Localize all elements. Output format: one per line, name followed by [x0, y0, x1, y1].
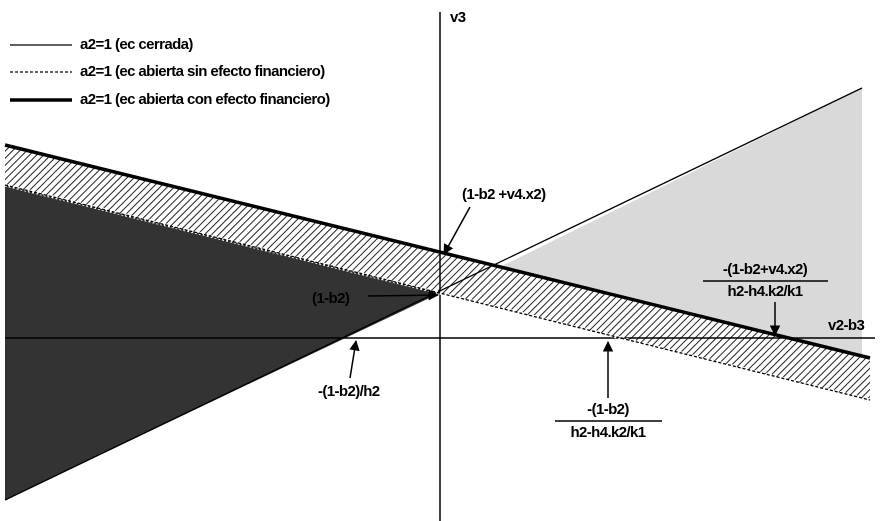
y-axis-label: v3	[450, 9, 466, 26]
annotation: h2-h4.k2/k1	[727, 283, 802, 300]
annotation: -(1-b2+v4.x2)	[723, 261, 808, 278]
legend-label: a2=1 (ec abierta sin efecto financiero)	[80, 63, 325, 80]
arrow	[443, 206, 471, 255]
legend-label: a2=1 (ec abierta con efecto financiero)	[80, 91, 330, 108]
annotation: -(1-b2)/h2	[318, 383, 380, 400]
annotation: h2-h4.k2/k1	[570, 424, 645, 441]
annotation: -(1-b2)	[587, 401, 629, 418]
dark-region	[5, 185, 440, 500]
financial-line	[4, 143, 871, 360]
annotation: (1-b2)	[312, 290, 350, 307]
arrow	[349, 339, 360, 379]
legend-label: a2=1 (ec cerrada)	[80, 36, 193, 53]
x-axis-label: v2-b3	[828, 317, 864, 334]
arrow	[367, 289, 440, 301]
hatched-region	[5, 145, 870, 400]
annotation: (1-b2 +v4.x2)	[462, 186, 546, 203]
